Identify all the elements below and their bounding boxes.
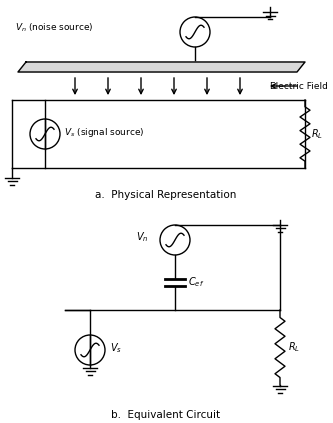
Text: $R_L$: $R_L$ [288, 341, 300, 354]
Text: Electric Field: Electric Field [270, 82, 328, 91]
Text: $V_s$ (signal source): $V_s$ (signal source) [64, 126, 145, 138]
Text: b.  Equivalent Circuit: b. Equivalent Circuit [112, 410, 220, 420]
Polygon shape [18, 62, 305, 72]
Text: $V_n$ (noise source): $V_n$ (noise source) [15, 22, 93, 34]
Text: $V_n$: $V_n$ [136, 230, 148, 244]
Text: $R_L$: $R_L$ [311, 127, 323, 141]
Text: $V_s$: $V_s$ [110, 341, 122, 355]
Text: a.  Physical Representation: a. Physical Representation [95, 190, 237, 200]
Text: $C_{ef}$: $C_{ef}$ [188, 275, 204, 289]
